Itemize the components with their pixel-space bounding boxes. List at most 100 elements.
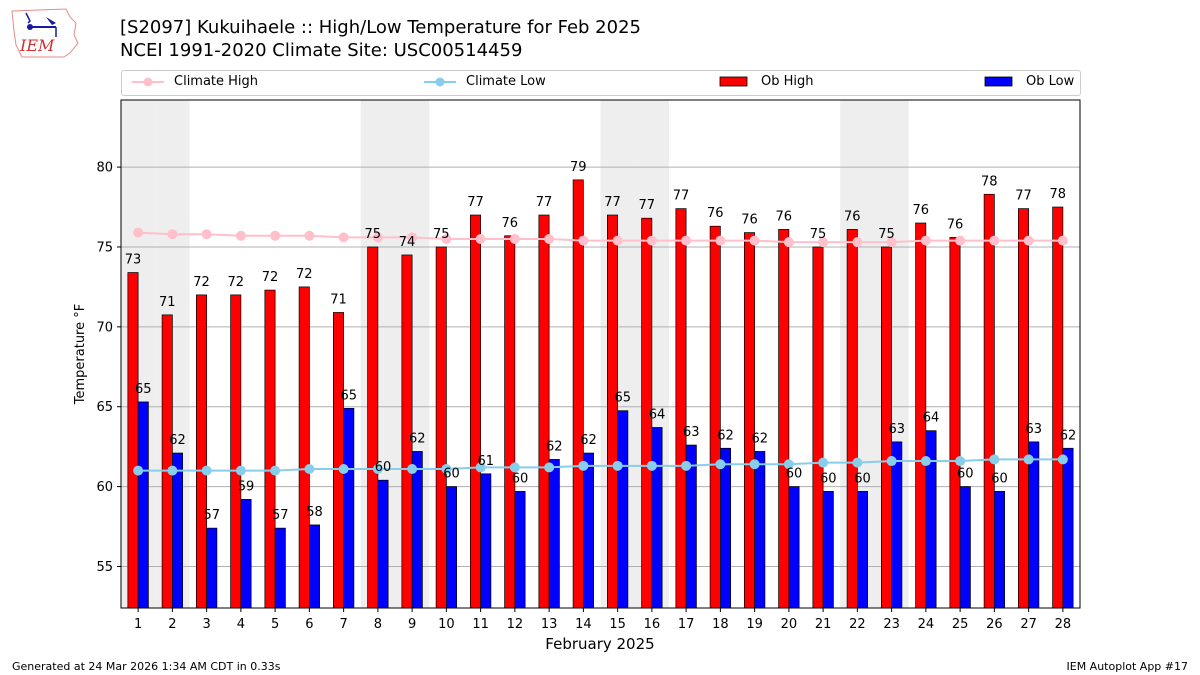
x-tick-label: 28 — [1055, 617, 1072, 632]
chart-title: [S2097] Kukuihaele :: High/Low Temperatu… — [120, 17, 641, 38]
climate-high-point — [304, 230, 315, 241]
climate-high-point — [578, 235, 589, 246]
ob-low-bar — [206, 527, 218, 609]
ob-low-label: 63 — [683, 425, 700, 440]
x-tick-label: 1 — [134, 617, 142, 632]
ob-low-label: 65 — [340, 388, 357, 403]
climate-high-point — [1023, 235, 1034, 246]
ob-high-bar — [880, 246, 892, 609]
legend-item-ob-high: Ob High — [719, 74, 814, 89]
ob-low-label: 57 — [203, 508, 220, 523]
ob-high-label: 72 — [227, 275, 244, 290]
weekend-band — [121, 100, 156, 608]
x-tick-label: 6 — [305, 617, 313, 632]
weekend-band — [360, 100, 395, 608]
climate-low-point — [681, 460, 692, 471]
y-axis: 55 60 65 70 75 80 — [96, 161, 121, 575]
ob-high-label: 76 — [501, 216, 518, 231]
climate-high-point — [235, 230, 246, 241]
ob-low-bar — [343, 407, 355, 609]
x-tick-label: 19 — [746, 617, 763, 632]
climate-low-point — [270, 465, 281, 476]
climate-high-point — [715, 235, 726, 246]
climate-low-point — [441, 464, 452, 475]
ob-high-bar — [367, 246, 379, 609]
x-tick-label: 4 — [237, 617, 245, 632]
x-tick-label: 2 — [168, 617, 176, 632]
climate-high-point — [544, 233, 555, 244]
ob-high-label: 78 — [1049, 187, 1066, 202]
ob-high-bar — [230, 294, 242, 609]
ob-low-label: 62 — [717, 428, 734, 443]
ob-high-label: 77 — [1015, 189, 1032, 204]
ob-high-label: 72 — [193, 275, 210, 290]
climate-high-point — [886, 237, 897, 248]
ob-low-label: 62 — [1060, 428, 1077, 443]
climate-low-point — [920, 456, 931, 467]
x-tick-label: 7 — [339, 617, 347, 632]
ob-high-bar — [949, 237, 961, 609]
ob-low-bar — [822, 491, 834, 609]
x-tick-label: 17 — [678, 617, 695, 632]
ob-high-bar — [264, 289, 276, 609]
climate-low-point — [372, 464, 383, 475]
ob-low-bar — [925, 430, 937, 609]
climate-low-point — [783, 459, 794, 470]
ob-low-bar — [377, 479, 389, 609]
x-tick-label: 13 — [541, 617, 558, 632]
x-tick-label: 25 — [952, 617, 969, 632]
ob-low-label: 60 — [786, 467, 803, 482]
ob-high-label: 72 — [262, 270, 279, 285]
y-tick-label: 70 — [96, 320, 113, 335]
climate-low-point — [646, 460, 657, 471]
climate-low-point — [886, 456, 897, 467]
y-tick-label: 60 — [96, 480, 113, 495]
ob-low-label: 65 — [614, 391, 631, 406]
ob-high-bar — [675, 208, 687, 609]
bars — [127, 179, 1074, 609]
ob-high-label: 76 — [775, 209, 792, 224]
ob-high-label: 76 — [707, 206, 724, 221]
climate-high-point — [475, 233, 486, 244]
y-tick-label: 80 — [96, 161, 113, 176]
climate-high-point — [852, 237, 863, 248]
ob-low-bar — [137, 401, 149, 609]
ob-low-label: 64 — [649, 407, 666, 422]
ob-high-label: 76 — [912, 203, 929, 218]
climate-low-point — [407, 464, 418, 475]
climate-high-point — [749, 235, 760, 246]
weekend-band — [840, 100, 875, 608]
ob-low-bar — [446, 486, 457, 609]
climate-low-point — [1057, 454, 1068, 465]
ob-high-bar — [606, 214, 618, 609]
ob-high-label: 71 — [330, 292, 347, 307]
ob-high-label: 77 — [536, 195, 553, 210]
ob-low-label: 62 — [751, 431, 768, 446]
ob-low-bar — [548, 459, 560, 609]
ob-high-bar — [778, 229, 790, 609]
iem-logo: IEM — [11, 8, 79, 58]
generated-timestamp: Generated at 24 Mar 2026 1:34 AM CDT in … — [12, 660, 281, 673]
climate-low-point — [852, 457, 863, 468]
ob-low-bar — [720, 447, 731, 609]
climate-lines — [133, 227, 1068, 476]
y-axis-label: Temperature °F — [73, 304, 88, 405]
x-tick-label: 14 — [575, 617, 592, 632]
svg-text:IEM: IEM — [19, 36, 55, 55]
ob-high-label: 75 — [878, 227, 895, 242]
ob-high-bar — [812, 246, 824, 609]
legend-item-climate-low: Climate Low — [424, 74, 546, 89]
climate-low-point — [1023, 454, 1034, 465]
ob-low-bar — [617, 410, 629, 609]
y-tick-label: 75 — [96, 240, 113, 255]
ob-high-bar — [504, 235, 516, 609]
x-tick-label: 20 — [781, 617, 798, 632]
climate-high-point — [989, 235, 1000, 246]
climate-low-point — [955, 456, 966, 467]
climate-low-point — [475, 462, 486, 473]
climate-high-point — [955, 235, 966, 246]
ob-low-label: 62 — [169, 433, 186, 448]
climate-low-point — [509, 462, 520, 473]
ob-high-bar — [709, 225, 721, 609]
ob-high-bar — [470, 214, 481, 609]
